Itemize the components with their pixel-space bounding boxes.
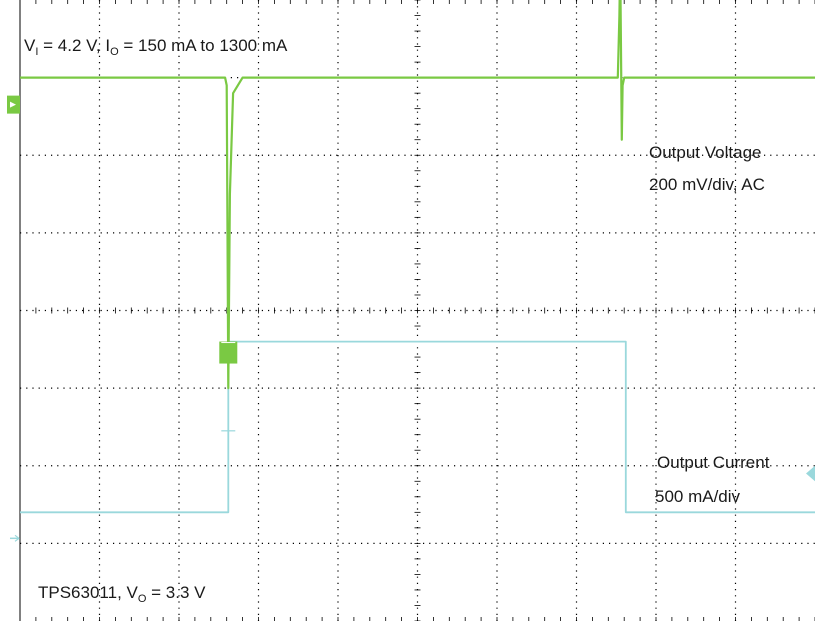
current-channel-arrow: [14, 534, 20, 542]
part-number-label: TPS63011, VO = 3.3 V: [38, 583, 206, 605]
chart-traces: [20, 0, 815, 514]
output-voltage-label: Output Voltage: [649, 143, 762, 162]
voltage-step-marker: [219, 341, 238, 364]
output-voltage-scale-label: 200 mV/div, AC: [649, 175, 765, 194]
output-current-trace: [20, 340, 815, 514]
current-trigger-marker: [806, 465, 815, 482]
channel-markers: [7, 95, 815, 542]
test-conditions-label: VI = 4.2 V, IO = 150 mA to 1300 mA: [24, 36, 288, 58]
voltage-channel-arrow: [10, 101, 16, 108]
output-current-scale-label: 500 mA/div: [655, 487, 741, 506]
chart-grid: [19, 0, 815, 621]
output-voltage-trace: [20, 0, 815, 390]
output-current-label: Output Current: [657, 453, 770, 472]
